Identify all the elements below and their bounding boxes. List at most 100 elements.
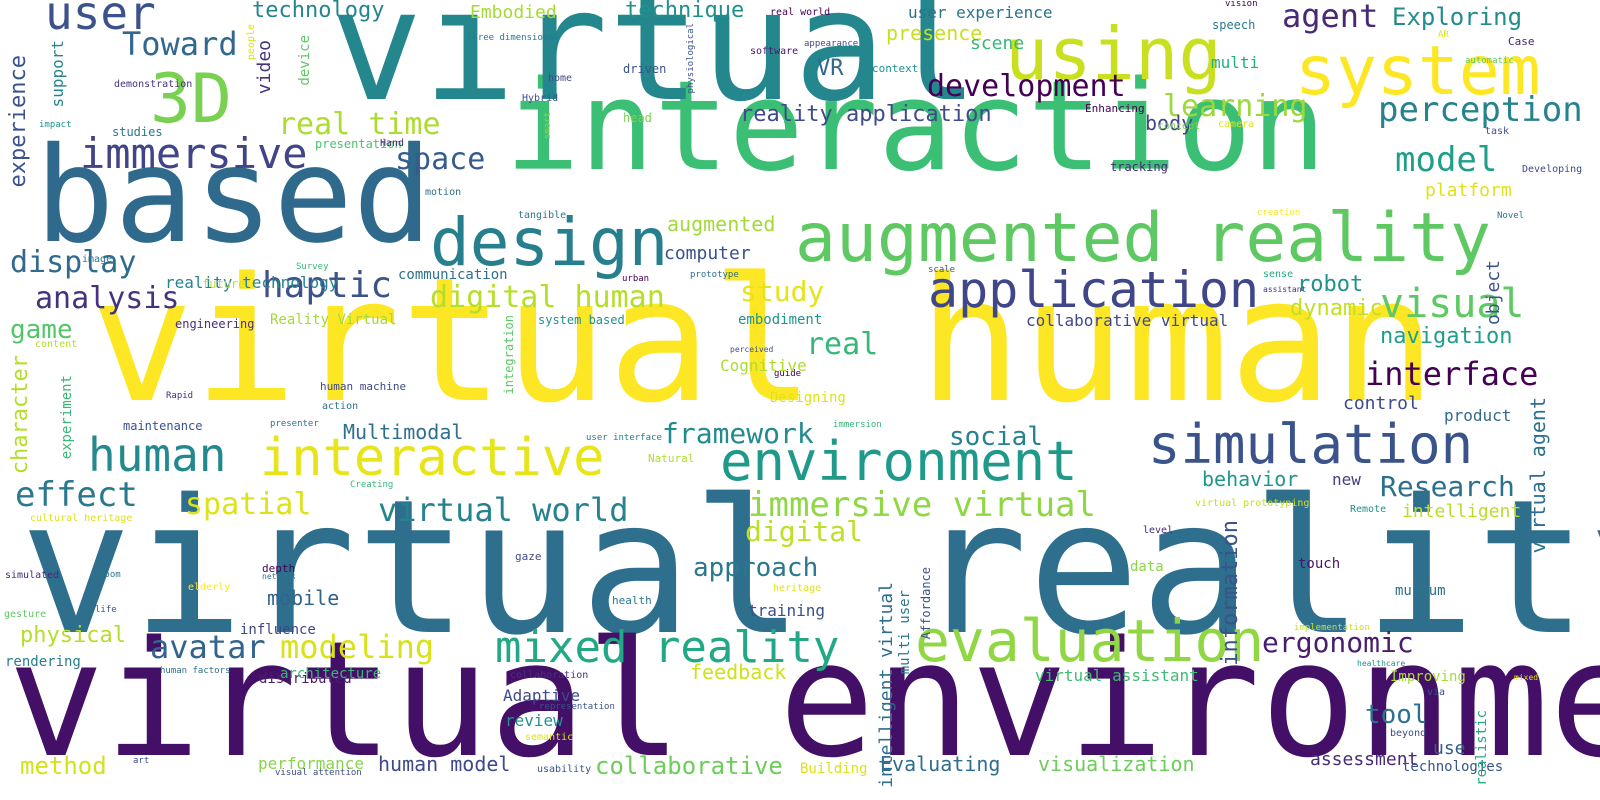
word-visualization: visualization xyxy=(1038,752,1195,776)
word-designing: Designing xyxy=(770,390,846,406)
word-realistic: realistic xyxy=(1474,710,1490,786)
word-visual: visual xyxy=(1380,281,1525,327)
word-camera: camera xyxy=(1218,119,1255,130)
word-mixed-reality: mixed reality xyxy=(495,622,840,673)
word-embodied: Embodied xyxy=(470,2,557,23)
word-head: head xyxy=(623,111,652,125)
word-immersive-virtual: immersive virtual xyxy=(748,485,1096,525)
word-usability: usability xyxy=(537,764,592,775)
word-automatic: automatic xyxy=(1465,56,1514,66)
word-integration: integration xyxy=(502,315,516,395)
word-technologies: technologies xyxy=(1402,759,1504,775)
word-assistant: assistant xyxy=(1263,285,1307,294)
word-via: via xyxy=(1427,687,1446,698)
word-information: information xyxy=(1218,520,1243,666)
word-impact: impact xyxy=(39,120,72,130)
word-home: home xyxy=(548,73,573,84)
word-body: body xyxy=(1145,111,1194,135)
word-museum: museum xyxy=(1395,583,1446,599)
word-robot: robot xyxy=(1297,272,1364,297)
word-art: art xyxy=(133,756,150,766)
word-engineering: engineering xyxy=(175,317,255,331)
word-virtual-human: virtual human xyxy=(90,240,1437,441)
word-network: network xyxy=(262,572,296,581)
word-cultural-heritage: cultural heritage xyxy=(30,513,133,524)
word-method: method xyxy=(20,752,107,780)
word-virtual-world: virtual world xyxy=(378,491,629,529)
word-immersive: immersive xyxy=(80,129,308,178)
word-hand: Hand xyxy=(380,138,405,149)
word-virtual-agent: virtual agent xyxy=(1526,397,1550,554)
word-implementation: implementation xyxy=(1294,623,1370,633)
word-depth: depth xyxy=(262,562,296,575)
word-building: Building xyxy=(800,761,868,777)
word-behavior: behavior xyxy=(1202,467,1299,491)
word-virtual-reality: virtual reality xyxy=(20,459,1600,676)
word-level: level xyxy=(1143,525,1174,536)
word-collaborative: collaborative xyxy=(595,752,783,780)
word-user-experience: user experience xyxy=(908,3,1053,22)
word-beyond: beyond xyxy=(1390,728,1427,739)
word-human-machine: human machine xyxy=(320,380,407,393)
word-computer: computer xyxy=(664,243,751,264)
word-concept: concept xyxy=(1158,121,1201,132)
word-architecture: architecture xyxy=(280,666,382,682)
word-user-interface: user interface xyxy=(586,433,662,443)
word-space: space xyxy=(395,142,486,177)
word-virtual: virtual xyxy=(330,0,980,136)
word-navigation: navigation xyxy=(1380,324,1513,349)
word-content: content xyxy=(35,339,78,350)
word-model: model xyxy=(1395,140,1498,180)
word-heritage: heritage xyxy=(773,583,822,594)
word-presentation: presentation xyxy=(315,137,402,151)
word-urban: urban xyxy=(622,274,650,284)
word-mobile: mobile xyxy=(267,586,340,610)
word-review: review xyxy=(505,711,563,730)
word-character: character xyxy=(8,355,33,475)
word-collaboration: collaboration xyxy=(510,670,589,681)
word-approach: approach xyxy=(693,553,819,583)
word-real-time: real time xyxy=(278,107,441,142)
word-feedback: feedback xyxy=(690,660,787,684)
word-room: room xyxy=(99,570,121,580)
word-system-based: system based xyxy=(538,313,625,327)
word-task: task xyxy=(1485,126,1510,137)
word-design: design xyxy=(430,204,669,281)
word-creation: creation xyxy=(1257,208,1301,218)
word-smart: smart xyxy=(543,112,553,140)
word-ar: AR xyxy=(1438,30,1449,40)
word-immersion: immersion xyxy=(833,420,882,430)
word-cognitive: Cognitive xyxy=(720,356,807,375)
word-exploring: Exploring xyxy=(1392,3,1523,31)
word-vr: VR xyxy=(817,56,844,81)
word-presence: presence xyxy=(886,21,983,45)
word-product: product xyxy=(1444,406,1512,425)
word-survey: Survey xyxy=(296,262,329,272)
word-physical: physical xyxy=(20,623,126,648)
word-3d: 3D xyxy=(150,60,232,139)
word-training: training xyxy=(748,601,826,620)
word-touch: touch xyxy=(1298,556,1341,572)
word-evaluating: Evaluating xyxy=(880,752,1001,776)
word-creating: Creating xyxy=(350,480,394,490)
word-gaze: gaze xyxy=(515,550,542,563)
word-new: new xyxy=(1332,470,1361,489)
word-virtual-assistant: virtual assistant xyxy=(1035,666,1199,685)
word-physiological: physiological xyxy=(686,23,696,94)
word-assessment: assessment xyxy=(1310,749,1419,770)
word-rendering: rendering xyxy=(5,654,81,670)
word-multi-user: multi user xyxy=(897,590,913,675)
word-collaborative-virtual: collaborative virtual xyxy=(1026,311,1229,330)
word-experiment: experiment xyxy=(59,375,75,460)
word-elderly: elderly xyxy=(188,582,231,593)
word-video: video xyxy=(254,40,275,95)
word-environment: environment xyxy=(720,430,1078,493)
word-intelligent: intelligent xyxy=(1402,501,1522,522)
word-modeling: modeling xyxy=(280,628,435,666)
word-interface: interface xyxy=(1365,355,1539,393)
word-virtual-prototyping: virtual prototyping xyxy=(1195,498,1310,509)
word-system: system xyxy=(1295,32,1541,111)
word-control: control xyxy=(1343,393,1419,414)
word-tangible: tangible xyxy=(518,210,567,221)
word-study: study xyxy=(740,275,825,308)
